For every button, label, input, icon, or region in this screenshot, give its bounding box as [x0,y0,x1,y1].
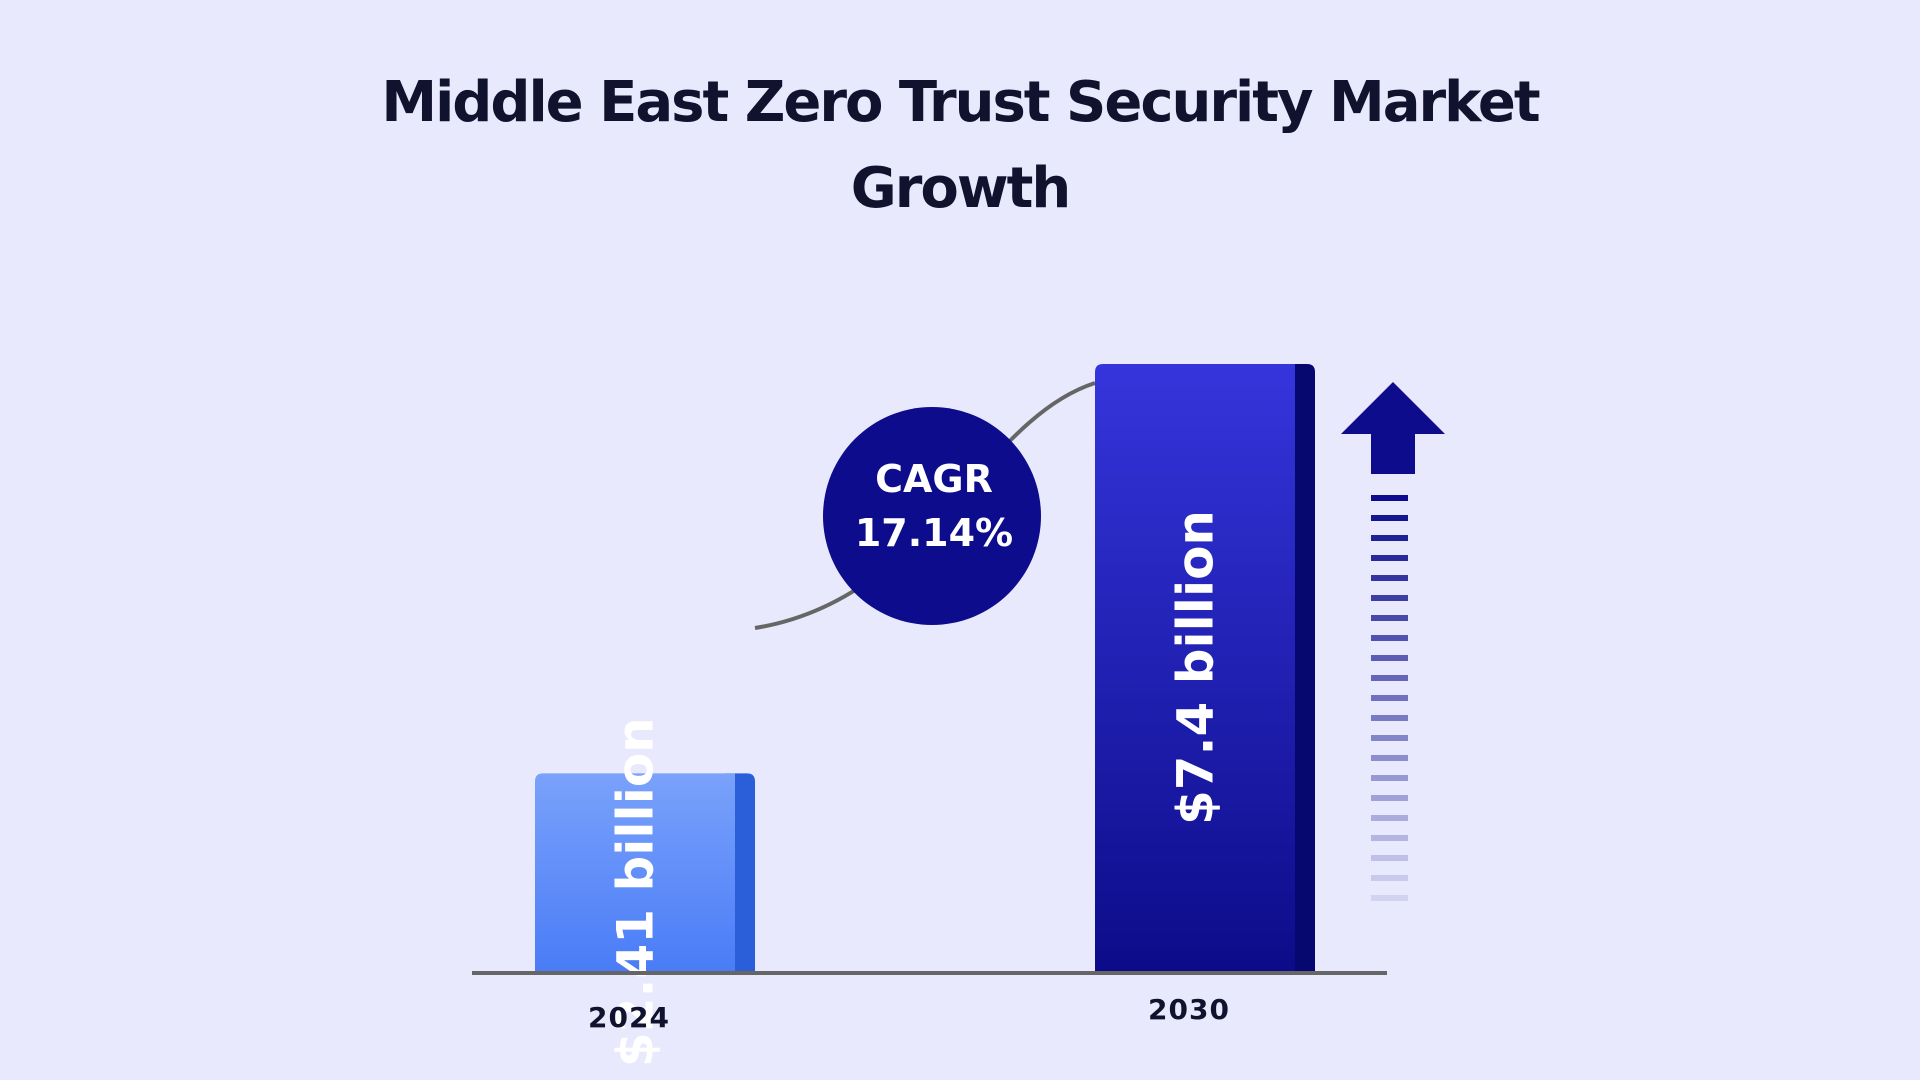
arrow-trail-segment [1371,875,1408,881]
arrow-trail-segment [1371,815,1408,821]
arrow-trail-segment [1371,655,1408,661]
x-tick-label-2030: 2030 [1148,993,1230,1026]
arrow-trail-segment [1371,535,1408,541]
cagr-circle [823,407,1041,625]
bar-2024 [535,773,735,971]
arrow-trail-segment [1371,515,1408,521]
arrow-trail-segment [1371,575,1408,581]
arrow-head [1341,382,1445,474]
growth-arrow-icon [1341,382,1445,901]
x-tick-label-2024: 2024 [588,1001,670,1034]
arrow-trail-segment [1371,795,1408,801]
arrow-trail-segment [1371,495,1408,501]
arrow-trail-segment [1371,735,1408,741]
arrow-trail-segment [1371,635,1408,641]
arrow-trail-segment [1371,895,1408,901]
bar-value-label-2024: $2.41 billion [607,717,665,1067]
arrow-trail-segment [1371,555,1408,561]
arrow-trail-segment [1371,615,1408,621]
arrow-trail-segment [1371,755,1408,761]
arrow-trail-segment [1371,695,1408,701]
arrow-trail-segment [1371,715,1408,721]
arrow-trail-segment [1371,835,1408,841]
cagr-badge: CAGR 17.14% [823,407,1041,625]
arrow-trail-segment [1371,595,1408,601]
bar-2030 [1095,364,1295,971]
cagr-label: CAGR [875,457,993,501]
bar-value-label-2030: $7.4 billion [1167,510,1225,825]
chart-title: Middle East Zero Trust Security Market G… [381,70,1540,221]
cagr-value: 17.14% [855,511,1013,555]
arrow-trail-segment [1371,675,1408,681]
arrow-trail-segment [1371,775,1408,781]
arrow-trail-segment [1371,855,1408,861]
